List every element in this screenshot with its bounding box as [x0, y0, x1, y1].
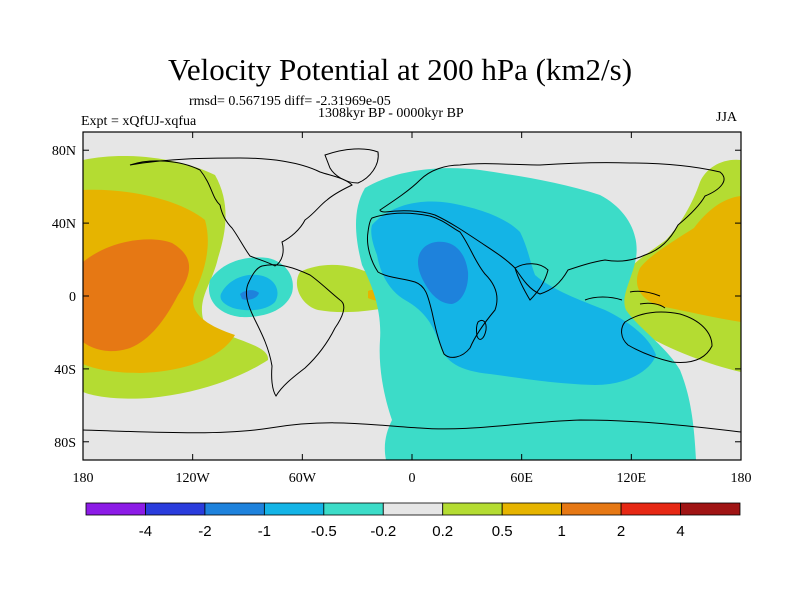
- coast-greenland: [324, 148, 379, 184]
- africa-indian-negative-anomaly: [356, 168, 696, 460]
- colorbar-label: -1: [258, 523, 271, 540]
- x-tick-label: 120W: [176, 471, 211, 486]
- colorbar-label: 0.5: [492, 523, 513, 540]
- coastlines: [83, 148, 741, 434]
- x-tick-label: 180: [73, 471, 94, 486]
- coast-maritime-continent: [584, 290, 666, 309]
- colorbar-label: 4: [676, 523, 684, 540]
- y-tick-label: 40S: [54, 363, 76, 378]
- west-pacific-positive-anomaly: [617, 159, 741, 372]
- colorbar-label: -2: [198, 523, 211, 540]
- colorbar-swatch: [204, 502, 265, 516]
- coast-north-america: [129, 157, 353, 267]
- colorbar: -4 -2 -1 -0.5 -0.2 0.2 0.5 1 2 4: [85, 502, 741, 540]
- stats-line: rmsd= 0.567195 diff= -2.31969e-05: [189, 94, 391, 109]
- east-pacific-negative-anomaly: [208, 257, 293, 318]
- colorbar-swatch: [561, 502, 622, 516]
- pacific-positive-anomaly: [83, 155, 269, 399]
- x-tick-label: 120E: [617, 471, 647, 486]
- colorbar-swatch: [263, 502, 325, 516]
- coast-eurasia: [379, 162, 725, 295]
- colorbar-swatch: [382, 502, 444, 516]
- colorbar-label: 2: [617, 523, 625, 540]
- colorbar-label: -4: [139, 523, 152, 540]
- colorbar-swatch: [85, 502, 146, 516]
- coast-africa: [367, 212, 498, 358]
- y-tick-label: 80N: [52, 144, 76, 159]
- colorbar-label: 0.2: [432, 523, 453, 540]
- coast-madagascar: [475, 319, 487, 340]
- colorbar-swatch: [323, 502, 384, 516]
- experiment-label: Expt = xQfUJ-xqfua: [81, 114, 197, 129]
- x-tick-label: 60E: [510, 471, 533, 486]
- x-tick-label: 180: [731, 471, 752, 486]
- axis-layer: 180 120W 60W 0 60E 120E 180 80N 40N 0 40S 80S: [52, 132, 752, 486]
- colorbar-label: -0.5: [311, 523, 337, 540]
- chart-title: Velocity Potential at 200 hPa (km2/s): [167, 52, 633, 87]
- colorbar-swatch: [145, 502, 206, 516]
- y-tick-label: 40N: [52, 217, 76, 232]
- colorbar-swatch: [680, 502, 741, 516]
- coast-south-america: [245, 264, 345, 397]
- x-tick-label: 60W: [289, 471, 317, 486]
- colorbar-swatch: [620, 502, 681, 516]
- x-tick-label: 0: [409, 471, 416, 486]
- colorbar-swatch: [501, 502, 563, 516]
- coast-antarctica: [83, 419, 741, 434]
- y-tick-label: 80S: [54, 436, 76, 451]
- colorbar-label: -0.2: [370, 523, 396, 540]
- coast-india: [514, 263, 549, 301]
- period-label: 1308kyr BP - 0000kyr BP: [318, 106, 464, 121]
- colorbar-label: 1: [557, 523, 565, 540]
- coast-australia: [621, 311, 713, 363]
- colorbar-swatch: [442, 502, 503, 516]
- y-tick-label: 0: [69, 290, 76, 305]
- season-label: JJA: [716, 110, 738, 125]
- plot-area: [83, 132, 741, 460]
